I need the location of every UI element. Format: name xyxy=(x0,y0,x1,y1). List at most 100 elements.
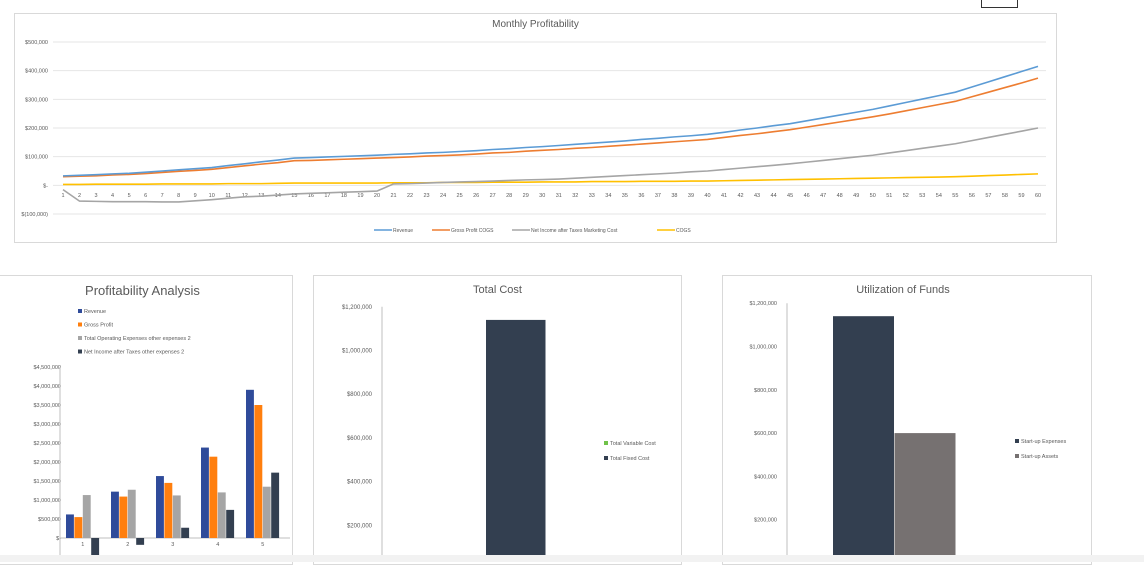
x-tick-label: 48 xyxy=(837,193,843,199)
x-tick-label: 9 xyxy=(194,193,197,199)
x-tick-label: 23 xyxy=(423,193,429,199)
x-tick-label: 22 xyxy=(407,193,413,199)
x-tick-label: 55 xyxy=(952,193,958,199)
bar-gross-profit xyxy=(164,482,173,538)
series-line-cogs xyxy=(63,173,1039,186)
x-tick-label: 59 xyxy=(1018,193,1024,199)
x-tick-label: 60 xyxy=(1035,193,1041,199)
legend-swatch xyxy=(78,336,82,340)
x-tick-label: 5 xyxy=(261,542,264,548)
x-tick-label: 11 xyxy=(225,193,231,199)
x-tick-label: 3 xyxy=(95,193,98,199)
bar-net-income-after-taxes-other-expenses-2 xyxy=(181,527,190,538)
x-tick-label: 10 xyxy=(209,193,215,199)
x-tick-label: 43 xyxy=(754,193,760,199)
x-tick-label: 4 xyxy=(111,193,114,199)
legend-swatch xyxy=(604,441,608,445)
y-tick-label: $- xyxy=(43,183,48,189)
x-tick-label: 8 xyxy=(177,193,180,199)
y-tick-label: $(100,000) xyxy=(21,212,48,218)
y-tick-label: $800,000 xyxy=(347,392,373,398)
x-tick-label: 47 xyxy=(820,193,826,199)
bar-total-fixed-cost xyxy=(486,319,546,562)
x-tick-label: 26 xyxy=(473,193,479,199)
legend-swatch xyxy=(1015,454,1019,458)
bar-gross-profit xyxy=(209,456,218,538)
x-tick-label: 35 xyxy=(622,193,628,199)
x-tick-label: 5 xyxy=(128,193,131,199)
bar-net-income-after-taxes-other-expenses-2 xyxy=(271,472,280,538)
x-tick-label: 30 xyxy=(539,193,545,199)
x-tick-label: 49 xyxy=(853,193,859,199)
legend-label: Total Variable Cost xyxy=(610,441,656,447)
y-tick-label: $200,000 xyxy=(25,126,48,132)
x-tick-label: 28 xyxy=(506,193,512,199)
y-tick-label: $2,500,000 xyxy=(33,441,61,447)
y-tick-label: $400,000 xyxy=(754,474,777,480)
x-tick-label: 14 xyxy=(275,193,281,199)
x-tick-label: 51 xyxy=(886,193,892,199)
y-tick-label: $3,500,000 xyxy=(33,403,61,409)
x-tick-label: 46 xyxy=(804,193,810,199)
x-tick-label: 24 xyxy=(440,193,446,199)
y-tick-label: $500,000 xyxy=(38,517,61,523)
x-tick-label: 44 xyxy=(771,193,777,199)
y-tick-label: $200,000 xyxy=(754,518,777,524)
bar-revenue xyxy=(66,514,74,538)
x-tick-label: 57 xyxy=(985,193,991,199)
x-tick-label: 42 xyxy=(737,193,743,199)
x-tick-label: 39 xyxy=(688,193,694,199)
bar-revenue xyxy=(111,491,119,538)
x-tick-label: 52 xyxy=(903,193,909,199)
x-tick-label: 18 xyxy=(341,193,347,199)
x-tick-label: 53 xyxy=(919,193,925,199)
legend-label: Net Income after Taxes other expenses 2 xyxy=(84,350,184,356)
series-line-gross-profit-cogs xyxy=(62,77,1039,178)
legend-label: Gross Profit COGS xyxy=(451,228,494,234)
x-tick-label: 56 xyxy=(969,193,975,199)
legend-label: Total Operating Expenses other expenses … xyxy=(84,336,191,342)
bar-start-up-expenses xyxy=(833,316,894,562)
x-tick-label: 1 xyxy=(81,542,84,548)
x-tick-label: 4 xyxy=(216,542,219,548)
bar-total-operating-expenses-other-expenses-2 xyxy=(172,495,181,538)
chart-title: Total Cost xyxy=(473,284,522,296)
x-tick-label: 31 xyxy=(556,193,562,199)
bar-start-up-assets xyxy=(894,433,956,562)
legend-swatch xyxy=(604,456,608,460)
y-tick-label: $1,000,000 xyxy=(749,345,777,351)
bar-net-income-after-taxes-other-expenses-2 xyxy=(91,538,100,557)
y-tick-label: $400,000 xyxy=(25,69,48,75)
y-tick-label: $800,000 xyxy=(754,388,777,394)
x-tick-label: 6 xyxy=(144,193,147,199)
y-tick-label: $1,500,000 xyxy=(33,479,61,485)
legend-swatch xyxy=(78,309,82,313)
y-tick-label: $400,000 xyxy=(347,480,373,486)
x-tick-label: 19 xyxy=(357,193,363,199)
x-tick-label: 38 xyxy=(671,193,677,199)
legend-label: COGS xyxy=(676,228,691,234)
x-tick-label: 15 xyxy=(291,193,297,199)
profitability-analysis-chart[interactable] xyxy=(0,275,293,565)
y-tick-label: $3,000,000 xyxy=(33,422,61,428)
y-tick-label: $200,000 xyxy=(347,523,373,529)
y-tick-label: $1,200,000 xyxy=(342,305,373,311)
x-tick-label: 16 xyxy=(308,193,314,199)
series-line-revenue xyxy=(62,65,1039,177)
x-tick-label: 45 xyxy=(787,193,793,199)
legend-label: Revenue xyxy=(393,228,413,234)
x-tick-label: 34 xyxy=(605,193,611,199)
x-tick-label: 7 xyxy=(161,193,164,199)
bar-gross-profit xyxy=(119,496,128,538)
legend-label: Revenue xyxy=(84,309,106,315)
bar-total-operating-expenses-other-expenses-2 xyxy=(127,489,136,538)
bar-revenue xyxy=(201,447,209,538)
y-tick-label: $2,000,000 xyxy=(33,460,61,466)
bar-gross-profit xyxy=(74,517,83,538)
y-tick-label: $- xyxy=(56,536,61,542)
cell-selection-box xyxy=(981,0,1018,8)
chart-title: Utilization of Funds xyxy=(856,284,950,296)
x-tick-label: 54 xyxy=(936,193,942,199)
y-tick-label: $4,000,000 xyxy=(33,384,61,390)
legend-label: Total Fixed Cost xyxy=(610,456,650,462)
